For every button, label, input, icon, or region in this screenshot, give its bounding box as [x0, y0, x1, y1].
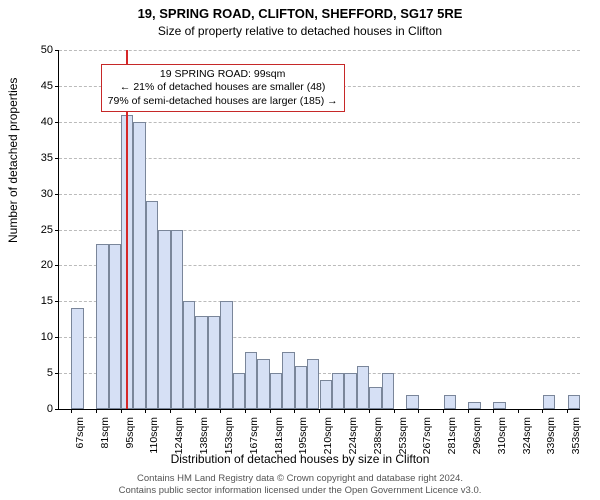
- x-tick: [493, 409, 494, 413]
- x-tick: [567, 409, 568, 413]
- y-tick-label: 10: [41, 331, 59, 343]
- x-tick: [294, 409, 295, 413]
- y-tick-label: 0: [47, 403, 59, 415]
- x-tick-label: 324sqm: [521, 415, 533, 454]
- x-tick-label: 224sqm: [347, 415, 359, 454]
- footer-line-1: Contains HM Land Registry data © Crown c…: [0, 473, 600, 485]
- y-tick-label: 35: [41, 152, 59, 164]
- histogram-bar: [282, 352, 294, 409]
- x-tick-label: 210sqm: [322, 415, 334, 454]
- histogram-bar: [295, 366, 307, 409]
- histogram-bar: [344, 373, 356, 409]
- histogram-bar: [195, 316, 207, 409]
- histogram-bar: [233, 373, 245, 409]
- chart-subtitle: Size of property relative to detached ho…: [0, 24, 600, 38]
- y-tick-label: 30: [41, 188, 59, 200]
- x-tick: [195, 409, 196, 413]
- x-tick-label: 81sqm: [99, 415, 111, 449]
- x-tick: [542, 409, 543, 413]
- annotation-line: 19 SPRING ROAD: 99sqm: [108, 68, 338, 81]
- x-tick: [443, 409, 444, 413]
- histogram-bar: [568, 395, 580, 409]
- histogram-bar: [71, 308, 83, 409]
- histogram-bar: [270, 373, 282, 409]
- histogram-bar: [406, 395, 418, 409]
- x-tick-label: 267sqm: [421, 415, 433, 454]
- x-tick: [71, 409, 72, 413]
- x-tick-label: 181sqm: [273, 415, 285, 454]
- histogram-bar: [133, 122, 145, 409]
- x-tick: [170, 409, 171, 413]
- chart-title: 19, SPRING ROAD, CLIFTON, SHEFFORD, SG17…: [0, 6, 600, 21]
- footer-attribution: Contains HM Land Registry data © Crown c…: [0, 473, 600, 497]
- plot-area: 0510152025303540455019 SPRING ROAD: 99sq…: [58, 50, 580, 410]
- histogram-bar: [183, 301, 195, 409]
- y-tick-label: 20: [41, 259, 59, 271]
- histogram-bar: [171, 230, 183, 410]
- x-tick: [518, 409, 519, 413]
- x-tick-label: 110sqm: [148, 415, 160, 454]
- x-tick: [121, 409, 122, 413]
- histogram-bar: [307, 359, 319, 409]
- histogram-bar: [382, 373, 394, 409]
- histogram-bar: [96, 244, 108, 409]
- x-tick-label: 138sqm: [198, 415, 210, 454]
- histogram-bar: [543, 395, 555, 409]
- y-tick-label: 25: [41, 224, 59, 236]
- x-axis-label: Distribution of detached houses by size …: [0, 452, 600, 466]
- histogram-bar: [158, 230, 170, 410]
- x-tick: [319, 409, 320, 413]
- histogram-bar: [369, 387, 381, 409]
- histogram-bar: [220, 301, 232, 409]
- x-tick-label: 195sqm: [297, 415, 309, 454]
- x-tick-label: 339sqm: [545, 415, 557, 454]
- x-tick: [418, 409, 419, 413]
- y-tick-label: 45: [41, 80, 59, 92]
- y-tick-label: 15: [41, 295, 59, 307]
- x-tick: [145, 409, 146, 413]
- histogram-bar: [444, 395, 456, 409]
- histogram-bar: [109, 244, 121, 409]
- y-tick-label: 5: [47, 367, 59, 379]
- y-tick-label: 40: [41, 116, 59, 128]
- histogram-bar: [332, 373, 344, 409]
- x-tick-label: 167sqm: [248, 415, 260, 454]
- x-tick-label: 153sqm: [223, 415, 235, 454]
- x-tick: [468, 409, 469, 413]
- x-tick-label: 310sqm: [496, 415, 508, 454]
- gridline: [59, 50, 580, 51]
- annotation-line: ← 21% of detached houses are smaller (48…: [108, 81, 338, 94]
- x-tick: [220, 409, 221, 413]
- x-tick-label: 95sqm: [124, 415, 136, 449]
- x-tick: [245, 409, 246, 413]
- x-tick-label: 281sqm: [446, 415, 458, 454]
- x-tick-label: 67sqm: [74, 415, 86, 449]
- histogram-bar: [257, 359, 269, 409]
- annotation-line: 79% of semi-detached houses are larger (…: [108, 95, 338, 108]
- x-tick: [344, 409, 345, 413]
- x-tick: [369, 409, 370, 413]
- histogram-bar: [468, 402, 480, 409]
- histogram-bar: [357, 366, 369, 409]
- y-axis-label: Number of detached properties: [6, 78, 20, 243]
- x-tick-label: 124sqm: [173, 415, 185, 454]
- histogram-bar: [320, 380, 332, 409]
- footer-line-2: Contains public sector information licen…: [0, 485, 600, 497]
- y-tick-label: 50: [41, 44, 59, 56]
- x-tick-label: 253sqm: [397, 415, 409, 454]
- x-tick-label: 238sqm: [372, 415, 384, 454]
- histogram-bar: [245, 352, 257, 409]
- histogram-bar: [493, 402, 505, 409]
- x-tick-label: 353sqm: [570, 415, 582, 454]
- x-tick-label: 296sqm: [471, 415, 483, 454]
- x-tick: [270, 409, 271, 413]
- x-tick: [96, 409, 97, 413]
- x-tick: [394, 409, 395, 413]
- annotation-box: 19 SPRING ROAD: 99sqm← 21% of detached h…: [101, 64, 345, 111]
- histogram-bar: [146, 201, 158, 409]
- histogram-bar: [208, 316, 220, 409]
